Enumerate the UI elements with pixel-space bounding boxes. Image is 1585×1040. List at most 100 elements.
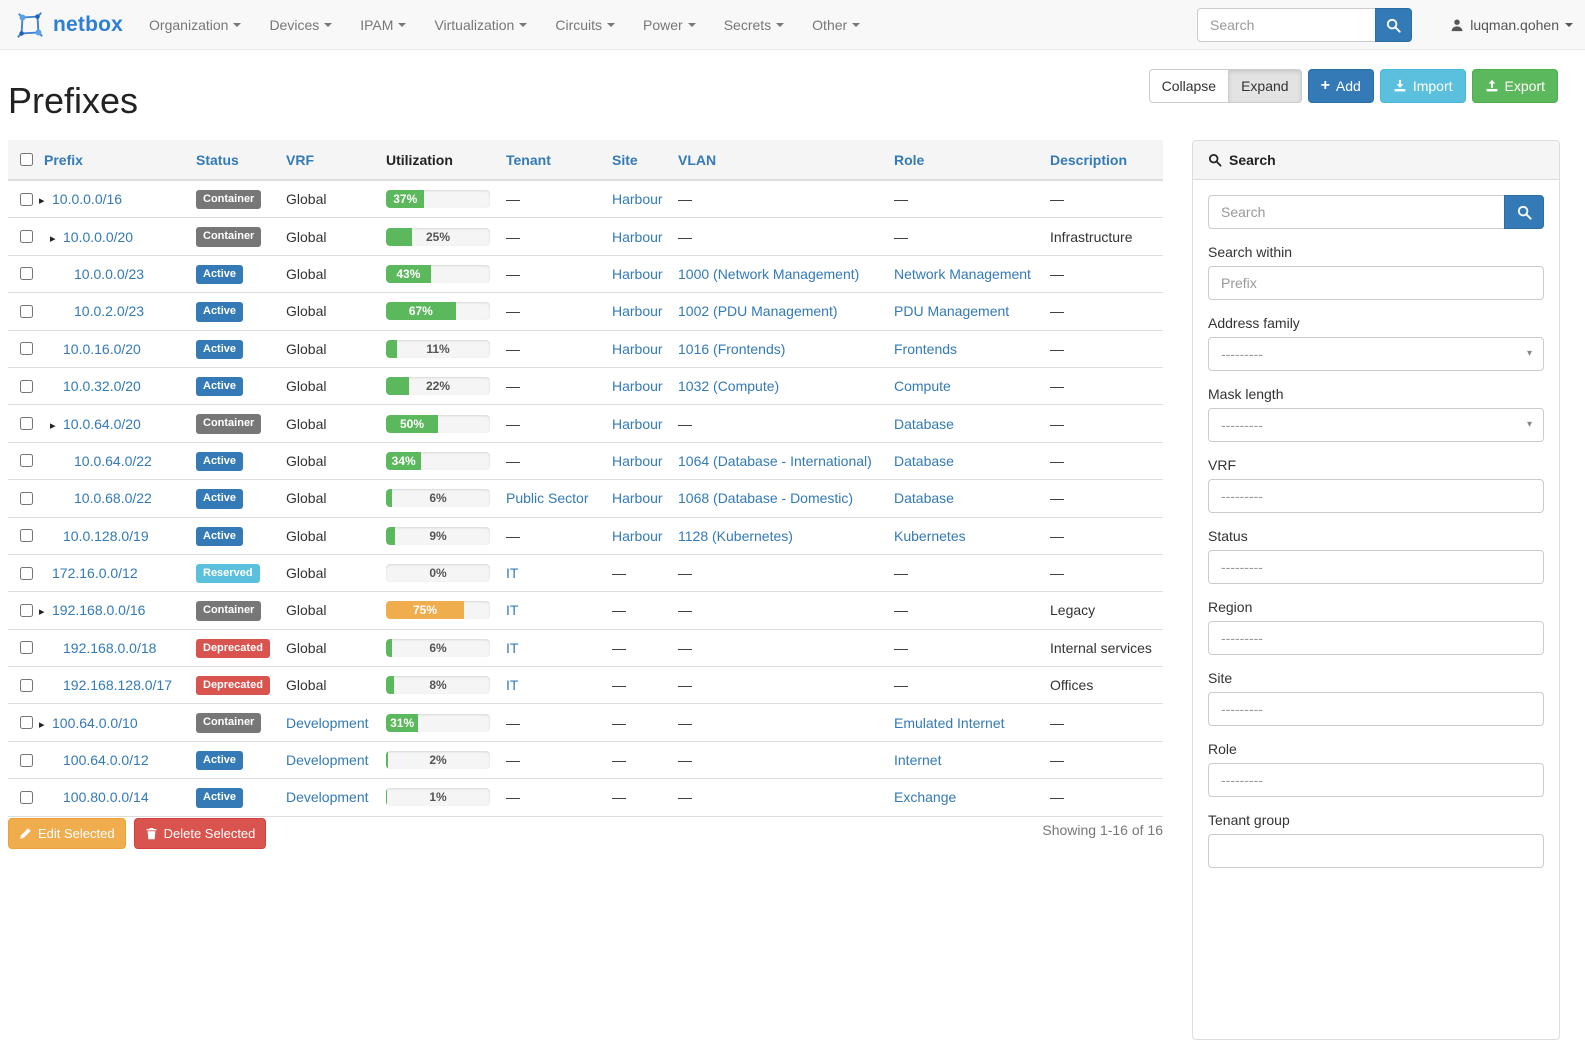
site-value[interactable]: Harbour	[612, 303, 663, 320]
site-value[interactable]: Harbour	[612, 527, 663, 544]
column-header-tenant[interactable]: Tenant	[500, 140, 606, 181]
prefix-link[interactable]: 10.0.0.0/16	[52, 191, 123, 208]
site-value[interactable]: Harbour	[612, 490, 663, 507]
prefix-link[interactable]: 10.0.68.0/22	[74, 490, 152, 507]
vrf-value[interactable]: Development	[286, 752, 369, 769]
site-value[interactable]: Harbour	[612, 191, 663, 208]
tenant-value[interactable]: IT	[506, 677, 519, 694]
site-value[interactable]: Harbour	[612, 265, 663, 282]
column-header-vrf[interactable]: VRF	[280, 140, 380, 181]
row-checkbox[interactable]	[20, 491, 33, 505]
nav-item-power[interactable]: Power	[629, 0, 710, 50]
role-value[interactable]: Emulated Internet	[894, 714, 1005, 731]
row-checkbox[interactable]	[20, 678, 33, 692]
nav-item-ipam[interactable]: IPAM	[346, 0, 420, 50]
row-checkbox[interactable]	[20, 379, 33, 393]
nav-item-other[interactable]: Other	[798, 0, 874, 50]
column-header-status[interactable]: Status	[190, 140, 280, 181]
vlan-value[interactable]: 1016 (Frontends)	[678, 340, 786, 357]
filter-select-region[interactable]: ---------	[1208, 621, 1544, 655]
row-checkbox[interactable]	[20, 230, 33, 244]
vlan-value[interactable]: 1128 (Kubernetes)	[678, 527, 793, 544]
row-checkbox[interactable]	[20, 641, 33, 655]
row-checkbox[interactable]	[20, 454, 33, 468]
row-checkbox[interactable]	[20, 603, 33, 617]
prefix-link[interactable]: 10.0.64.0/22	[74, 452, 152, 469]
vlan-value[interactable]: 1032 (Compute)	[678, 378, 780, 395]
filter-select-vrf[interactable]: ---------	[1208, 479, 1544, 513]
column-header-role[interactable]: Role	[888, 140, 1044, 181]
nav-item-circuits[interactable]: Circuits	[541, 0, 629, 50]
prefix-link[interactable]: 10.0.32.0/20	[63, 378, 141, 395]
column-header-prefix[interactable]: Prefix	[38, 140, 190, 181]
tenant-value[interactable]: IT	[506, 565, 519, 582]
vrf-value[interactable]: Development	[286, 714, 369, 731]
prefix-link[interactable]: 192.168.128.0/17	[63, 677, 172, 694]
delete-selected-button[interactable]: Delete Selected	[133, 818, 267, 849]
role-value[interactable]: Exchange	[894, 789, 957, 806]
row-checkbox[interactable]	[20, 790, 33, 804]
vlan-value[interactable]: 1000 (Network Management)	[678, 265, 860, 282]
site-value[interactable]: Harbour	[612, 378, 663, 395]
row-checkbox[interactable]	[20, 566, 33, 580]
tenant-value[interactable]: Public Sector	[506, 490, 589, 507]
prefix-link[interactable]: 10.0.128.0/19	[63, 527, 149, 544]
role-value[interactable]: Kubernetes	[894, 527, 966, 544]
role-value[interactable]: Compute	[894, 378, 951, 395]
prefix-link[interactable]: 192.168.0.0/16	[52, 602, 146, 619]
role-value[interactable]: Network Management	[894, 265, 1031, 282]
prefix-link[interactable]: 10.0.64.0/20	[63, 415, 141, 432]
navbar-search-button[interactable]	[1375, 8, 1412, 42]
nav-item-organization[interactable]: Organization	[135, 0, 255, 50]
filter-select-site[interactable]: ---------	[1208, 692, 1544, 726]
prefix-link[interactable]: 10.0.0.0/23	[74, 265, 145, 282]
row-checkbox[interactable]	[20, 417, 33, 431]
tenant-value[interactable]: IT	[506, 602, 519, 619]
prefix-link[interactable]: 172.16.0.0/12	[52, 565, 138, 582]
site-value[interactable]: Harbour	[612, 452, 663, 469]
import-button[interactable]: Import	[1379, 69, 1466, 103]
export-button[interactable]: Export	[1471, 69, 1558, 103]
filter-select-status[interactable]: ---------	[1208, 550, 1544, 584]
row-checkbox[interactable]	[20, 342, 33, 356]
expand-button[interactable]: Expand	[1229, 69, 1302, 103]
filter-select-tenant-group[interactable]	[1208, 834, 1544, 868]
select-all-checkbox[interactable]	[20, 153, 33, 166]
role-value[interactable]: Database	[894, 452, 954, 469]
add-button[interactable]: + Add	[1307, 69, 1374, 103]
user-menu[interactable]: luqman.qohen	[1450, 0, 1573, 50]
prefix-link[interactable]: 100.64.0.0/10	[52, 714, 138, 731]
row-checkbox[interactable]	[20, 753, 33, 767]
prefix-link[interactable]: 100.80.0.0/14	[63, 789, 149, 806]
filter-search-input[interactable]	[1208, 195, 1504, 229]
vrf-value[interactable]: Development	[286, 789, 369, 806]
nav-item-secrets[interactable]: Secrets	[710, 0, 798, 50]
vlan-value[interactable]: 1064 (Database - International)	[678, 452, 872, 469]
filter-search-button[interactable]	[1504, 195, 1544, 229]
prefix-link[interactable]: 100.64.0.0/12	[63, 752, 149, 769]
column-header-site[interactable]: Site	[606, 140, 672, 181]
filter-select-role[interactable]: ---------	[1208, 763, 1544, 797]
role-value[interactable]: PDU Management	[894, 303, 1010, 320]
prefix-link[interactable]: 192.168.0.0/18	[63, 639, 157, 656]
vlan-value[interactable]: 1068 (Database - Domestic)	[678, 490, 854, 507]
site-value[interactable]: Harbour	[612, 340, 663, 357]
row-checkbox[interactable]	[20, 304, 33, 318]
netbox-brand[interactable]: netbox	[0, 10, 135, 40]
nav-item-virtualization[interactable]: Virtualization	[420, 0, 541, 50]
row-checkbox[interactable]	[20, 267, 33, 281]
role-value[interactable]: Database	[894, 490, 954, 507]
filter-select-address-family[interactable]: --------- ▾	[1208, 337, 1544, 371]
role-value[interactable]: Database	[894, 415, 954, 432]
edit-selected-button[interactable]: Edit Selected	[8, 818, 126, 849]
row-checkbox[interactable]	[20, 716, 33, 730]
prefix-link[interactable]: 10.0.2.0/23	[74, 303, 145, 320]
row-checkbox[interactable]	[20, 529, 33, 543]
navbar-search-input[interactable]	[1197, 8, 1375, 42]
nav-item-devices[interactable]: Devices	[255, 0, 346, 50]
site-value[interactable]: Harbour	[612, 415, 663, 432]
role-value[interactable]: Frontends	[894, 340, 958, 357]
prefix-link[interactable]: 10.0.16.0/20	[63, 340, 141, 357]
row-checkbox[interactable]	[20, 192, 33, 206]
column-header-description[interactable]: Description	[1044, 140, 1163, 181]
